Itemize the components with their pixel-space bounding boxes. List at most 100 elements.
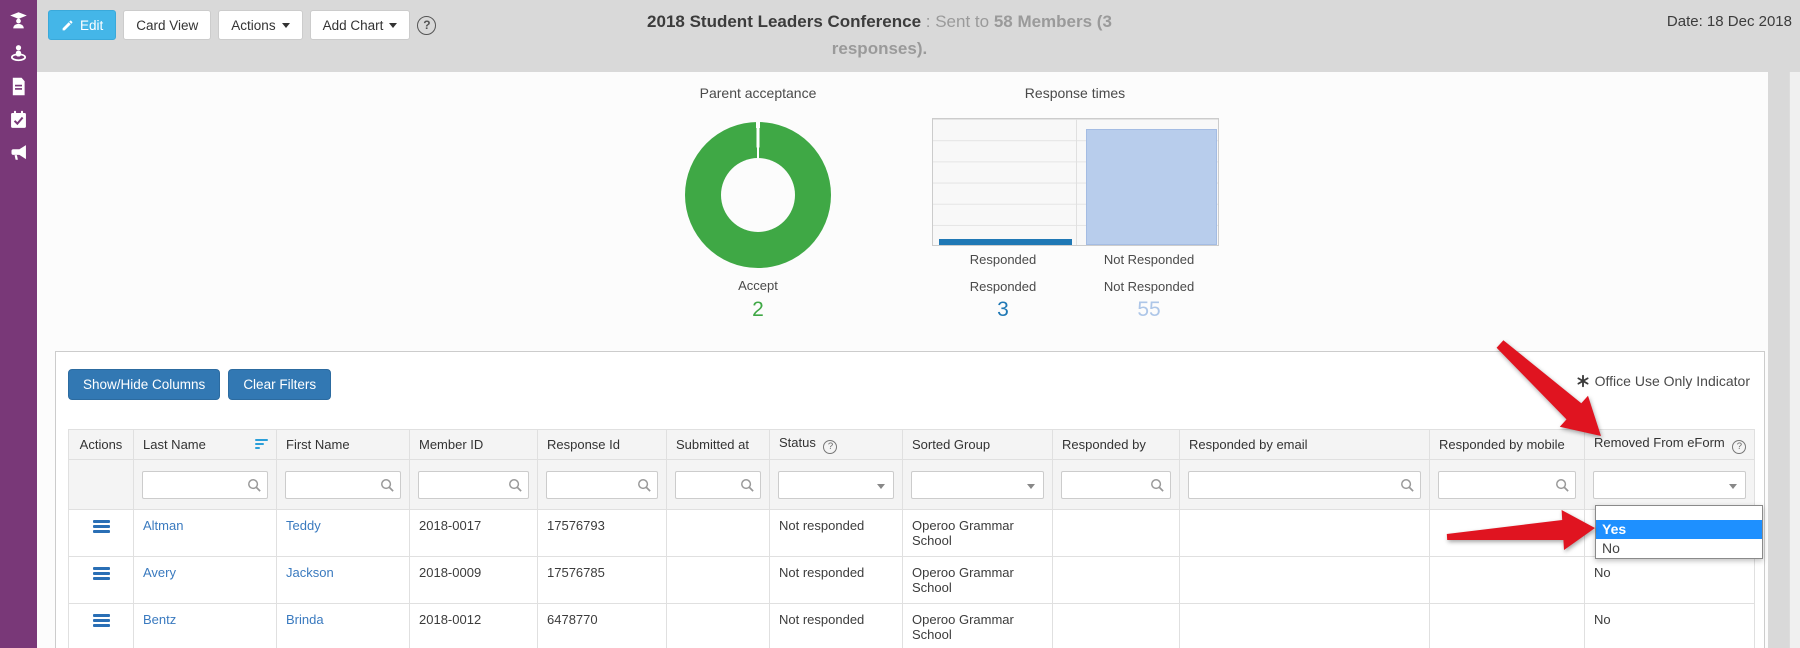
dropdown-option-blank[interactable] (1596, 506, 1762, 520)
member-id-filter-input[interactable] (423, 471, 506, 498)
column-header-responded-by[interactable]: Responded by (1052, 429, 1180, 460)
status-help-icon[interactable]: ? (823, 439, 838, 454)
megaphone-icon[interactable] (8, 142, 29, 163)
bar-summary-label-0: Responded (969, 279, 1037, 294)
column-header-sorted-group[interactable]: Sorted Group (902, 429, 1053, 460)
member-id-cell: 2018-0017 (409, 509, 538, 557)
column-header-last-name[interactable]: Last Name (133, 429, 277, 460)
response-id-filter-input[interactable] (551, 471, 635, 498)
bar-summary-label-1: Not Responded (1103, 279, 1195, 294)
clear-filters-button[interactable]: Clear Filters (228, 369, 332, 400)
first-name-filter[interactable] (285, 470, 401, 499)
status-cell: Not responded (769, 603, 903, 648)
search-icon (381, 478, 394, 492)
responded-by-email-filter[interactable] (1188, 470, 1421, 499)
response-id-filter[interactable] (546, 470, 658, 499)
bar-summary-value-1: 55 (1137, 298, 1161, 321)
status-filter-select[interactable] (778, 470, 894, 499)
column-header-member-id[interactable]: Member ID (409, 429, 538, 460)
vertical-scrollbar[interactable] (1789, 72, 1800, 648)
show-hide-columns-button[interactable]: Show/Hide Columns (68, 369, 221, 400)
donut-hole (721, 158, 795, 232)
bar-responded (939, 239, 1072, 245)
dropdown-option-no[interactable]: No (1602, 540, 1620, 556)
card-view-label: Card View (136, 17, 199, 33)
column-header-removed-from-eform[interactable]: Removed From eForm ? (1584, 429, 1755, 460)
filter-cell-actions (68, 459, 134, 510)
column-header-responded-by-email[interactable]: Responded by email (1179, 429, 1430, 460)
search-icon (509, 478, 522, 492)
calendar-check-icon[interactable] (8, 109, 29, 130)
responded-by-email-cell (1179, 556, 1430, 604)
chevron-down-icon (877, 483, 885, 489)
responded-by-filter[interactable] (1061, 470, 1171, 499)
submitted-at-filter[interactable] (675, 470, 761, 499)
removed-from-eform-dropdown-list: Yes No (1595, 505, 1763, 559)
response-id-cell: 17576793 (537, 509, 667, 557)
document-icon[interactable] (8, 76, 29, 97)
responses-table-card: Show/Hide Columns Clear Filters Office U… (55, 351, 1765, 648)
first-name-filter-input[interactable] (290, 471, 378, 498)
first-name-link[interactable]: Jackson (286, 565, 334, 580)
last-name-filter[interactable] (142, 470, 268, 499)
member-id-filter[interactable] (418, 470, 529, 499)
sorted-group-filter-select[interactable] (911, 470, 1044, 499)
responded-by-mobile-filter-input[interactable] (1443, 471, 1553, 498)
search-icon (741, 478, 754, 492)
pie-summary-label: Accept (738, 278, 778, 293)
last-name-link[interactable]: Bentz (143, 612, 177, 627)
office-use-indicator: Office Use Only Indicator (1576, 373, 1750, 389)
submitted-at-filter-input[interactable] (680, 471, 738, 498)
table-header-row: Actions Last Name First Name Member ID R… (68, 429, 1755, 460)
edit-button-label: Edit (80, 17, 104, 33)
dropdown-option-yes[interactable]: Yes (1596, 520, 1762, 539)
bar-axis-label-responded: Responded (969, 252, 1037, 267)
responded-by-filter-input[interactable] (1066, 471, 1148, 498)
edit-button[interactable]: Edit (48, 10, 117, 40)
column-header-submitted-at[interactable]: Submitted at (666, 429, 770, 460)
top-header-bar: Edit Card View Actions Add Chart ? 2018 … (37, 0, 1800, 72)
bar-not-responded (1086, 129, 1217, 245)
table-row: Altman Teddy 2018-0017 17576793 Not resp… (68, 509, 1755, 557)
status-cell: Not responded (769, 509, 903, 557)
search-icon (1556, 478, 1569, 492)
student-icon[interactable] (8, 10, 29, 31)
status-cell: Not responded (769, 556, 903, 604)
actions-dropdown-button[interactable]: Actions (218, 10, 303, 40)
column-header-response-id[interactable]: Response Id (537, 429, 667, 460)
eform-title: 2018 Student Leaders Conference (647, 12, 922, 31)
row-actions-menu-icon[interactable] (92, 565, 110, 583)
date-label: Date: 18 Dec 2018 (1666, 13, 1792, 30)
members-count-text: 58 Members (3 responses). (831, 12, 1112, 58)
column-header-first-name[interactable]: First Name (276, 429, 410, 460)
last-name-link[interactable]: Avery (143, 565, 176, 580)
column-header-responded-by-mobile[interactable]: Responded by mobile (1429, 429, 1585, 460)
column-header-actions: Actions (68, 429, 134, 460)
first-name-link[interactable]: Teddy (286, 518, 321, 533)
responded-by-email-cell (1179, 603, 1430, 648)
row-actions-menu-icon[interactable] (92, 612, 110, 630)
responded-by-mobile-filter[interactable] (1438, 470, 1576, 499)
column-header-status[interactable]: Status ? (769, 429, 903, 460)
person-locator-icon[interactable] (8, 42, 29, 63)
card-view-button[interactable]: Card View (123, 10, 212, 40)
office-use-indicator-label: Office Use Only Indicator (1594, 373, 1750, 389)
first-name-link[interactable]: Brinda (286, 612, 324, 627)
removed-from-eform-cell: No (1584, 556, 1755, 604)
submitted-at-cell (666, 556, 770, 604)
removed-eform-help-icon[interactable]: ? (1732, 439, 1747, 454)
response-id-cell: 17576785 (537, 556, 667, 604)
last-name-link[interactable]: Altman (143, 518, 184, 533)
sent-to-text: Sent to (935, 12, 994, 31)
responded-by-email-filter-input[interactable] (1193, 471, 1398, 498)
add-chart-label: Add Chart (322, 17, 384, 33)
last-name-filter-input[interactable] (147, 471, 245, 498)
row-actions-menu-icon[interactable] (92, 518, 110, 536)
help-icon[interactable]: ? (417, 15, 437, 35)
sort-descending-icon[interactable] (255, 439, 268, 451)
add-chart-dropdown-button[interactable]: Add Chart (309, 10, 411, 40)
member-id-cell: 2018-0012 (409, 603, 538, 648)
search-icon (1151, 478, 1164, 492)
responded-by-mobile-cell (1429, 509, 1585, 557)
removed-from-eform-filter-select[interactable] (1593, 470, 1746, 499)
